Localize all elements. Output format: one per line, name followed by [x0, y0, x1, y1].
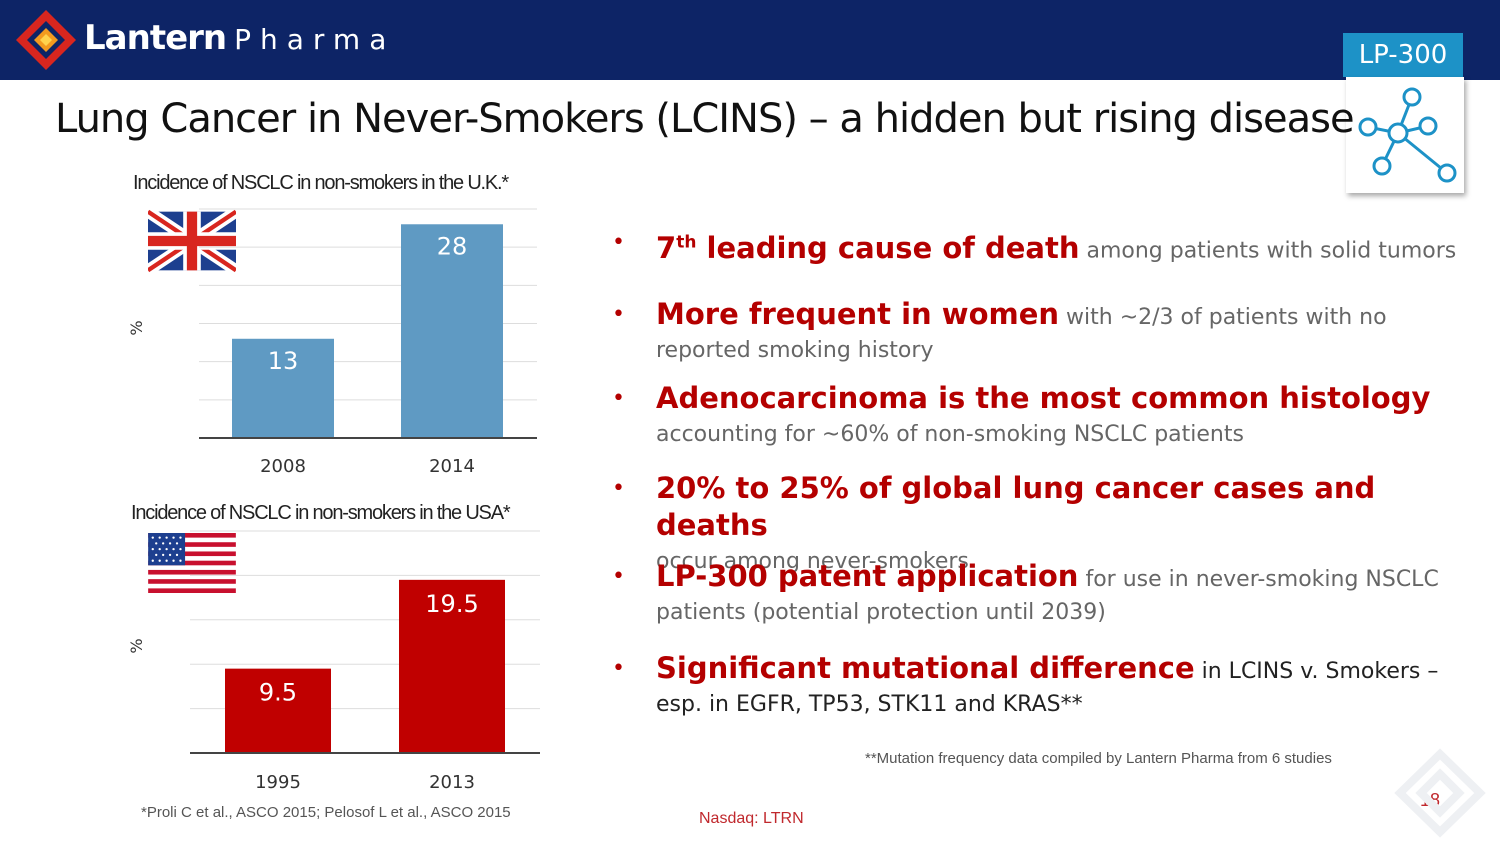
bullet-4-strong: 20% to 25% of global lung cancer cases a…: [656, 471, 1376, 542]
bullet-1-strong-rest: leading cause of death: [696, 230, 1080, 265]
bar-2013: [399, 579, 505, 753]
bullet-3-rest: accounting for ~60% of non-smoking NSCLC…: [656, 422, 1244, 447]
x-tick-label: 1995: [255, 772, 301, 793]
usa-chart-title: Incidence of NSCLC in non-smokers in the…: [131, 502, 511, 524]
y-axis-label: %: [127, 320, 146, 335]
bullet-6-strong: Significant mutational difference: [656, 651, 1195, 685]
bar-value-label: 19.5: [425, 590, 478, 618]
bullet-3-strong: Adenocarcinoma is the most common histol…: [656, 381, 1431, 415]
watermark-diamond-icon: [1394, 748, 1486, 838]
uk-flag-icon: [148, 209, 236, 273]
usa-flag-icon: [148, 533, 236, 593]
bar-2008: [232, 338, 334, 438]
bullet-marker: •: [612, 302, 625, 327]
bullet-2-strong: More frequent in women: [656, 297, 1060, 331]
bar-1995: [225, 668, 331, 753]
bar-value-label: 13: [268, 347, 299, 375]
bullet-1-strong: 7: [656, 230, 677, 265]
bullet-marker: •: [612, 476, 625, 501]
x-tick-label: 2008: [260, 456, 306, 477]
uk-chart-title: Incidence of NSCLC in non-smokers in the…: [133, 172, 509, 194]
bar-charts: 13 2008 28 2014% 9.5 1995 19.5 2013%: [127, 208, 540, 793]
header-bar: Lantern Pharma: [0, 0, 1500, 80]
bar-value-label: 28: [437, 232, 468, 260]
molecule-network-icon: [1358, 87, 1457, 183]
bullet-5-strong: LP-300 patent application: [656, 559, 1079, 593]
bullet-marker: •: [612, 230, 625, 255]
product-badge: LP-300: [1343, 33, 1463, 77]
bullet-2-rest: with ~2/3 of patients with no reported s…: [656, 305, 1387, 363]
ticker-label: Nasdaq: LTRN: [699, 810, 804, 827]
chart-source-footnote: *Proli C et al., ASCO 2015; Pelosof L et…: [141, 804, 511, 821]
bullet-1-sup: th: [676, 232, 697, 252]
bullet-marker: •: [612, 564, 625, 589]
x-tick-label: 2013: [429, 772, 475, 793]
mutation-footnote: **Mutation frequency data compiled by La…: [865, 750, 1332, 767]
lantern-diamond-logo-icon: [16, 10, 76, 70]
bullet-1-rest: among patients with solid tumors: [1079, 238, 1457, 264]
bar-value-label: 9.5: [259, 679, 297, 707]
slide-title: Lung Cancer in Never-Smokers (LCINS) – a…: [55, 96, 1355, 142]
x-tick-label: 2014: [429, 456, 475, 477]
brand-name: Lantern: [84, 18, 227, 58]
bullet-marker: •: [612, 656, 625, 681]
brand-logo-text: Lantern Pharma: [84, 18, 395, 58]
molecule-card: [1346, 77, 1464, 193]
bullet-6-rest: in LCINS v. Smokers – esp. in EGFR, TP53…: [656, 659, 1439, 717]
brand-subname: Pharma: [234, 23, 396, 56]
bar-2014: [401, 224, 503, 438]
bullet-5-rest: for use in never-smoking NSCLC patients …: [656, 567, 1439, 625]
y-axis-label: %: [127, 638, 146, 653]
bullet-4-rest: occur among never-smokers: [656, 549, 969, 574]
bullet-marker: •: [612, 386, 625, 411]
